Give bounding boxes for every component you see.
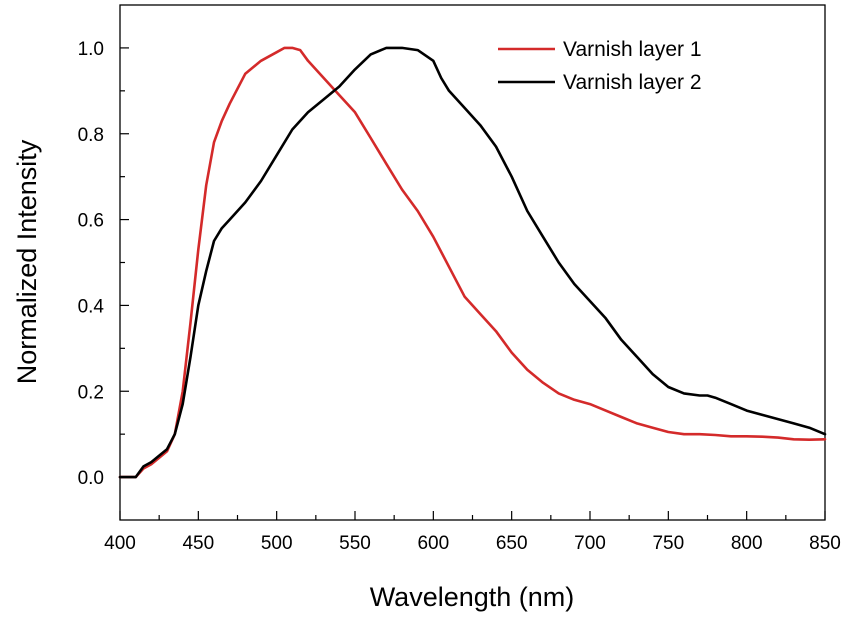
- x-tick-label: 550: [339, 533, 371, 554]
- y-axis-title: Normalized Intensity: [12, 139, 42, 384]
- series-line-2: [118, 46, 827, 479]
- plot-frame: [119, 4, 826, 521]
- x-tick-label: 650: [496, 533, 528, 554]
- x-tick-label: 850: [809, 533, 841, 554]
- x-tick-label: 750: [652, 533, 684, 554]
- x-tick-label: 600: [417, 533, 449, 554]
- y-axis-ticks: 0.0 0.2 0.4 0.6 0.8 1.0: [78, 39, 129, 489]
- x-tick-label: 450: [182, 533, 214, 554]
- y-tick-label: 0.6: [78, 211, 104, 232]
- y-tick-label: 0.4: [78, 296, 105, 317]
- x-axis-title: Wavelength (nm): [370, 582, 575, 612]
- x-tick-label: 800: [731, 533, 763, 554]
- legend-label-2: Varnish layer 2: [563, 71, 702, 94]
- series-line-1: [118, 46, 827, 479]
- series-layer: [118, 46, 827, 479]
- legend-label-1: Varnish layer 1: [563, 38, 702, 61]
- x-tick-label: 700: [574, 533, 606, 554]
- y-tick-label: 0.2: [78, 382, 104, 403]
- y-tick-label: 1.0: [78, 39, 104, 60]
- x-axis-ticks: 400 450 500 550 600 650 700 750 800 850: [104, 511, 841, 554]
- y-tick-label: 0.8: [78, 125, 104, 146]
- x-tick-label: 400: [104, 533, 136, 554]
- legend: Varnish layer 1 Varnish layer 2: [498, 38, 702, 94]
- y-tick-label: 0.0: [78, 468, 104, 489]
- x-tick-label: 500: [261, 533, 293, 554]
